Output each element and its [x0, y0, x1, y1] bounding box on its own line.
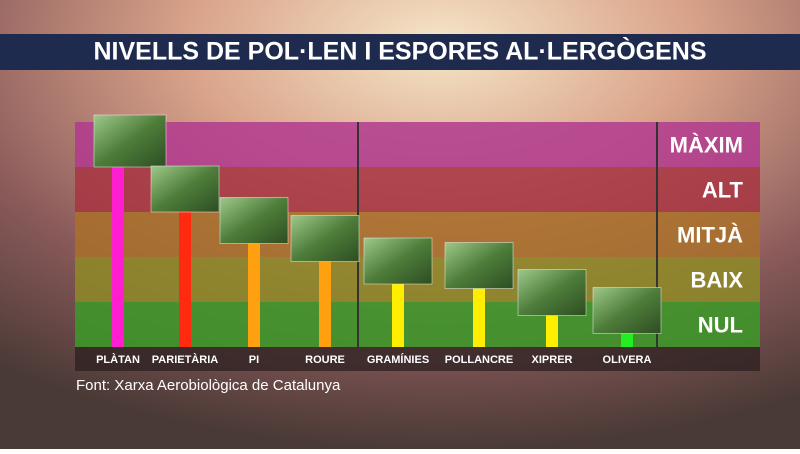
x-tick-label: OLIVERA: [603, 354, 652, 366]
x-tick-label: PI: [249, 354, 259, 366]
category-strip: [75, 347, 760, 371]
y-tick-label: MITJÀ: [677, 222, 743, 247]
bar: [112, 167, 124, 347]
title-bar: [0, 34, 800, 70]
chart-title: NIVELLS DE POL·LEN I ESPORES AL·LERGÒGEN…: [93, 36, 706, 66]
y-tick-label: ALT: [702, 177, 744, 202]
plant-photo: [150, 165, 220, 213]
y-tick-label: MÀXIM: [670, 132, 743, 157]
plant-photo: [517, 269, 587, 316]
bar: [248, 243, 260, 347]
x-tick-label: POLLANCRE: [445, 354, 513, 366]
plant-photo: [444, 242, 514, 289]
bar: [621, 333, 633, 347]
plant-photo: [363, 237, 433, 285]
level-band: [75, 122, 760, 167]
y-tick-label: NUL: [698, 312, 743, 337]
bar: [546, 315, 558, 347]
bar: [392, 284, 404, 347]
plant-photo: [290, 215, 360, 262]
bar: [473, 288, 485, 347]
x-tick-label: ROURE: [305, 354, 345, 366]
x-tick-label: PARIETÀRIA: [152, 353, 218, 366]
plant-photo: [93, 114, 167, 168]
x-tick-label: PLÀTAN: [96, 353, 140, 366]
plant-photo: [219, 197, 289, 244]
x-tick-label: XIPRER: [532, 354, 573, 366]
x-tick-label: GRAMÍNIES: [367, 353, 429, 366]
plant-photo: [592, 287, 662, 334]
bar: [179, 212, 191, 347]
y-tick-label: BAIX: [690, 267, 743, 292]
bar: [319, 261, 331, 347]
source: Font: Xarxa Aerobiològica de Catalunya: [76, 377, 341, 394]
